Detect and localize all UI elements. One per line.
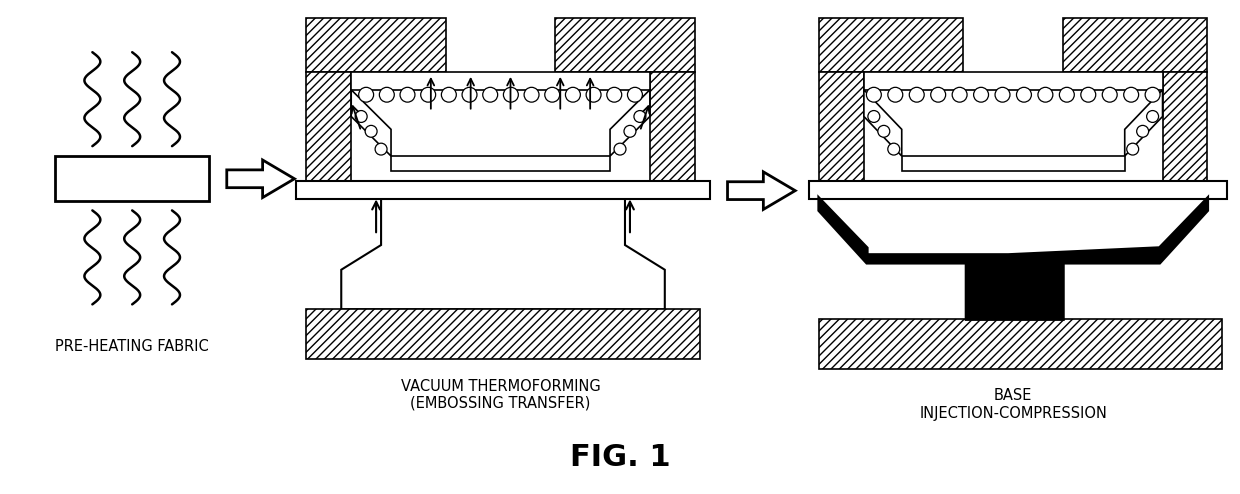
Bar (391, 156, 610, 171)
Text: PRE-HEATING FABRIC: PRE-HEATING FABRIC (56, 339, 210, 354)
Bar (556, 18, 694, 72)
Text: BASE
INJECTION-COMPRESSION: BASE INJECTION-COMPRESSION (919, 388, 1107, 421)
Bar (864, 72, 1163, 90)
Bar (1163, 72, 1208, 186)
Circle shape (482, 87, 497, 102)
Text: VACUUM THERMOFORMING
(EMBOSSING TRANSFER): VACUUM THERMOFORMING (EMBOSSING TRANSFER… (401, 378, 600, 411)
Circle shape (973, 87, 988, 102)
Circle shape (441, 87, 456, 102)
Bar (820, 319, 1223, 369)
Polygon shape (610, 90, 650, 156)
Bar (820, 18, 963, 72)
Bar (296, 181, 709, 199)
Circle shape (627, 87, 642, 102)
Circle shape (868, 111, 880, 123)
Bar (351, 72, 650, 90)
Circle shape (358, 87, 373, 102)
Circle shape (1038, 87, 1053, 102)
Circle shape (355, 111, 367, 123)
Circle shape (624, 125, 636, 137)
Polygon shape (341, 199, 665, 309)
Circle shape (952, 87, 967, 102)
Circle shape (401, 87, 415, 102)
Circle shape (1059, 87, 1074, 102)
Circle shape (1127, 143, 1138, 155)
Circle shape (878, 125, 890, 137)
Bar (901, 156, 1125, 171)
Circle shape (867, 87, 882, 102)
Circle shape (503, 87, 518, 102)
Polygon shape (1125, 90, 1163, 156)
Bar (820, 72, 864, 186)
Bar (810, 181, 1228, 199)
Circle shape (888, 87, 903, 102)
Polygon shape (728, 172, 795, 209)
Polygon shape (864, 90, 901, 156)
Bar (306, 72, 351, 186)
Polygon shape (351, 90, 391, 156)
Circle shape (420, 87, 435, 102)
Circle shape (379, 87, 394, 102)
Circle shape (587, 87, 601, 102)
Circle shape (365, 125, 377, 137)
Bar (650, 72, 694, 186)
Bar (55, 156, 208, 201)
Circle shape (994, 87, 1009, 102)
Circle shape (614, 143, 626, 155)
Circle shape (1017, 87, 1032, 102)
Text: FIG. 1: FIG. 1 (569, 443, 671, 472)
Circle shape (634, 111, 646, 123)
Circle shape (463, 87, 477, 102)
Circle shape (1145, 87, 1161, 102)
Circle shape (376, 143, 387, 155)
Circle shape (1102, 87, 1117, 102)
Polygon shape (227, 160, 294, 198)
Circle shape (1147, 111, 1158, 123)
Circle shape (1081, 87, 1096, 102)
Circle shape (544, 87, 559, 102)
Circle shape (888, 143, 900, 155)
Circle shape (525, 87, 539, 102)
Circle shape (931, 87, 946, 102)
Circle shape (565, 87, 580, 102)
Circle shape (1137, 125, 1148, 137)
Polygon shape (820, 199, 1208, 319)
Bar (306, 18, 446, 72)
Circle shape (909, 87, 924, 102)
Bar (1063, 18, 1208, 72)
Bar (306, 309, 699, 359)
Circle shape (606, 87, 621, 102)
Circle shape (1123, 87, 1138, 102)
